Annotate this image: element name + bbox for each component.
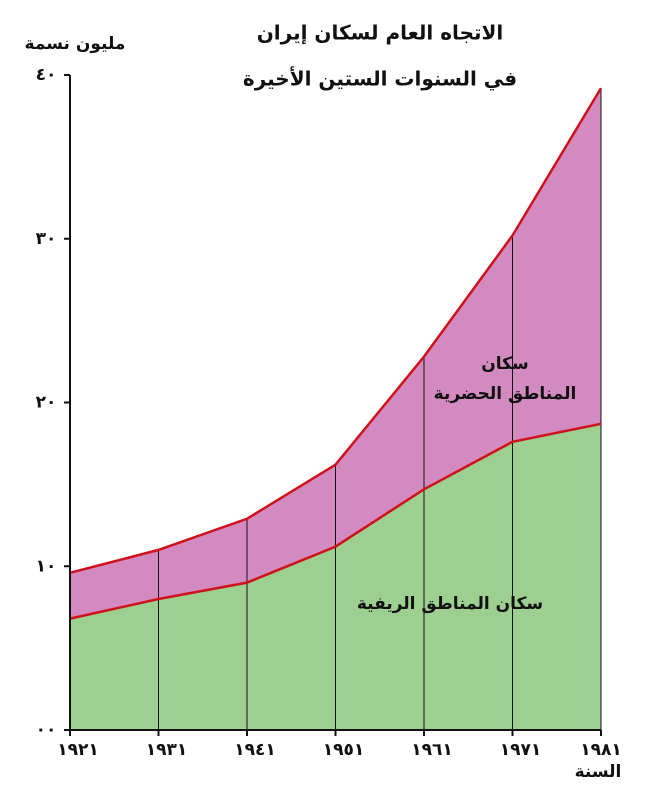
area-label: سكان المناطق الريفية [357,594,543,614]
x-tick-label: ١٩٨١ [580,740,622,760]
area-label: المناطق الحضرية [434,384,577,404]
x-tick-label: ١٩٧١ [500,740,542,760]
y-tick-label: ٣٠ [36,229,57,249]
x-tick-label: ١٩٥١ [323,740,365,760]
x-axis-label: السنة [575,762,622,782]
y-tick-label: ٠٠ [36,720,57,740]
x-tick-label: ١٩٤١ [234,740,276,760]
x-tick-label: ١٩٦١ [411,740,453,760]
area-label: سكان [481,354,529,374]
series-line [69,422,602,620]
chart-title: في السنوات الستين الأخيرة [243,66,517,92]
x-tick-label: ١٩٢١ [57,740,99,760]
series-line [69,87,603,575]
chart-title: الاتجاه العام لسكان إيران [257,21,504,45]
y-tick-label: ٤٠ [36,65,57,85]
x-tick-label: ١٩٣١ [146,740,188,760]
y-tick-label: ٢٠ [36,393,57,413]
y-axis-label: مليون نسمة [25,34,126,54]
y-tick-label: ١٠ [36,556,57,576]
